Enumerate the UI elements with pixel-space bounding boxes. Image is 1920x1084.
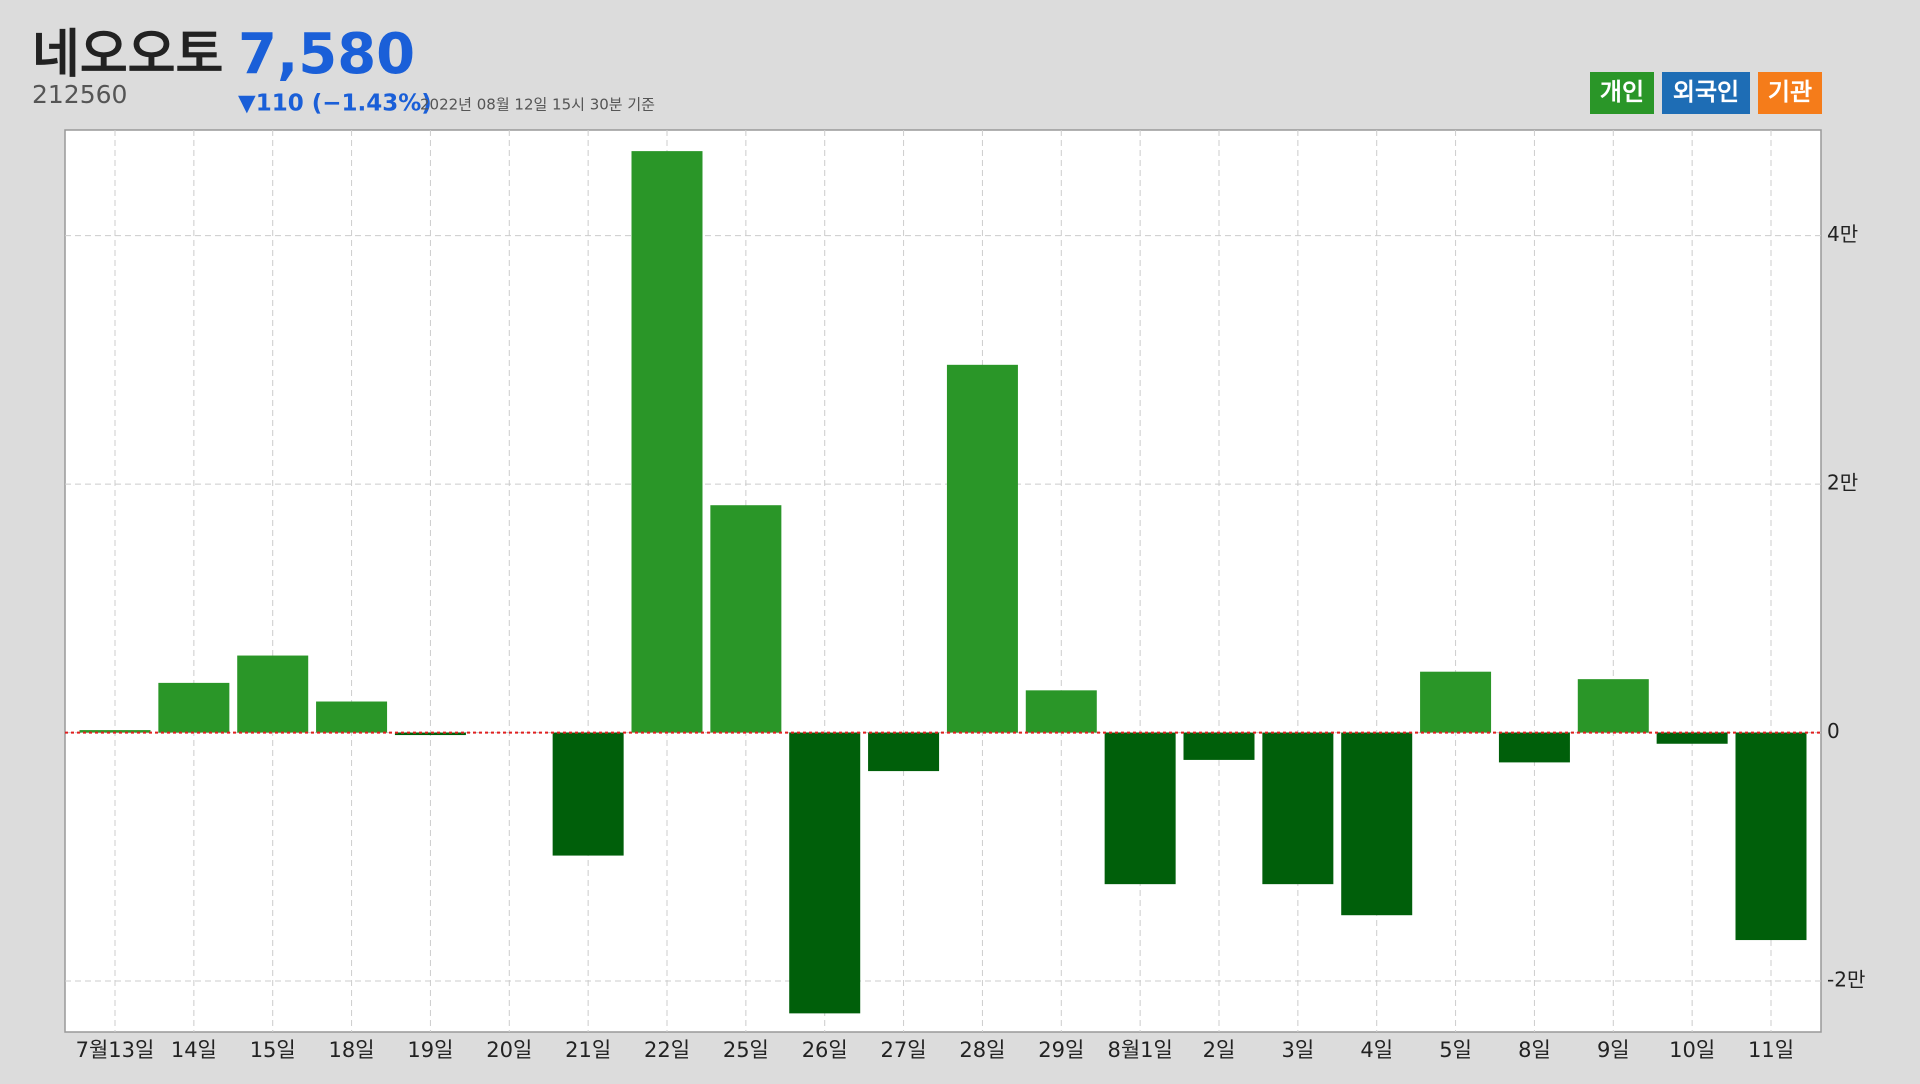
x-tick-label: 27일 xyxy=(881,1038,927,1062)
y-tick-label: 4만 xyxy=(1827,222,1858,246)
bar xyxy=(79,730,151,733)
x-tick-label: 8일 xyxy=(1518,1038,1551,1062)
x-tick-label: 15일 xyxy=(250,1038,296,1062)
x-tick-label: 26일 xyxy=(802,1038,848,1062)
bar xyxy=(1420,671,1492,733)
legend-label[interactable]: 개인 xyxy=(1600,78,1644,106)
bar xyxy=(394,732,466,736)
bar xyxy=(1183,732,1255,760)
legend-label[interactable]: 기관 xyxy=(1768,78,1812,106)
x-tick-label: 22일 xyxy=(644,1038,690,1062)
bar xyxy=(316,701,388,733)
stock-code: 212560 xyxy=(32,80,127,109)
x-tick-label: 5일 xyxy=(1439,1038,1472,1062)
price: 7,580 xyxy=(238,22,415,87)
x-tick-label: 14일 xyxy=(171,1038,217,1062)
bar xyxy=(1104,732,1176,885)
legend-button[interactable] xyxy=(1758,72,1822,114)
y-tick-label: -2만 xyxy=(1827,968,1865,992)
x-tick-label: 21일 xyxy=(565,1038,611,1062)
bar xyxy=(1656,732,1728,744)
x-tick-label: 10일 xyxy=(1669,1038,1715,1062)
legend-button[interactable] xyxy=(1662,72,1750,114)
x-tick-label: 11일 xyxy=(1748,1038,1794,1062)
x-tick-label: 20일 xyxy=(486,1038,532,1062)
bar xyxy=(237,655,309,733)
x-tick-label: 29일 xyxy=(1038,1038,1084,1062)
x-tick-label: 25일 xyxy=(723,1038,769,1062)
change: ▼110 (−1.43%) xyxy=(238,91,432,117)
bar xyxy=(1498,732,1570,763)
stock-name: 네오오토 xyxy=(32,25,223,85)
x-tick-label: 4일 xyxy=(1360,1038,1393,1062)
bar xyxy=(946,364,1018,733)
bar xyxy=(1262,732,1334,885)
bar xyxy=(1341,732,1413,916)
x-tick-label: 3일 xyxy=(1282,1038,1315,1062)
bar xyxy=(158,682,230,733)
y-tick-label: 0 xyxy=(1827,719,1840,743)
bar xyxy=(1025,690,1097,733)
bar xyxy=(868,732,940,772)
x-tick-label: 7월13일 xyxy=(76,1038,155,1062)
bar xyxy=(1577,679,1649,733)
x-tick-label: 9일 xyxy=(1597,1038,1630,1062)
y-tick-label: 2만 xyxy=(1827,471,1858,495)
x-tick-label: 28일 xyxy=(959,1038,1005,1062)
bar xyxy=(631,151,703,733)
plot-area xyxy=(64,129,1822,1033)
legend-button[interactable] xyxy=(1590,72,1654,114)
bar xyxy=(710,505,782,733)
legend-label[interactable]: 외국인 xyxy=(1673,78,1739,106)
x-tick-label: 2일 xyxy=(1203,1038,1236,1062)
timestamp: 2022년 08월 12일 15시 30분 기준 xyxy=(420,96,655,114)
x-tick-label: 19일 xyxy=(407,1038,453,1062)
x-tick-label: 18일 xyxy=(329,1038,375,1062)
bar xyxy=(552,732,624,856)
x-tick-label: 8월1일 xyxy=(1107,1038,1172,1062)
bar xyxy=(789,732,861,1014)
bar xyxy=(1735,732,1807,941)
